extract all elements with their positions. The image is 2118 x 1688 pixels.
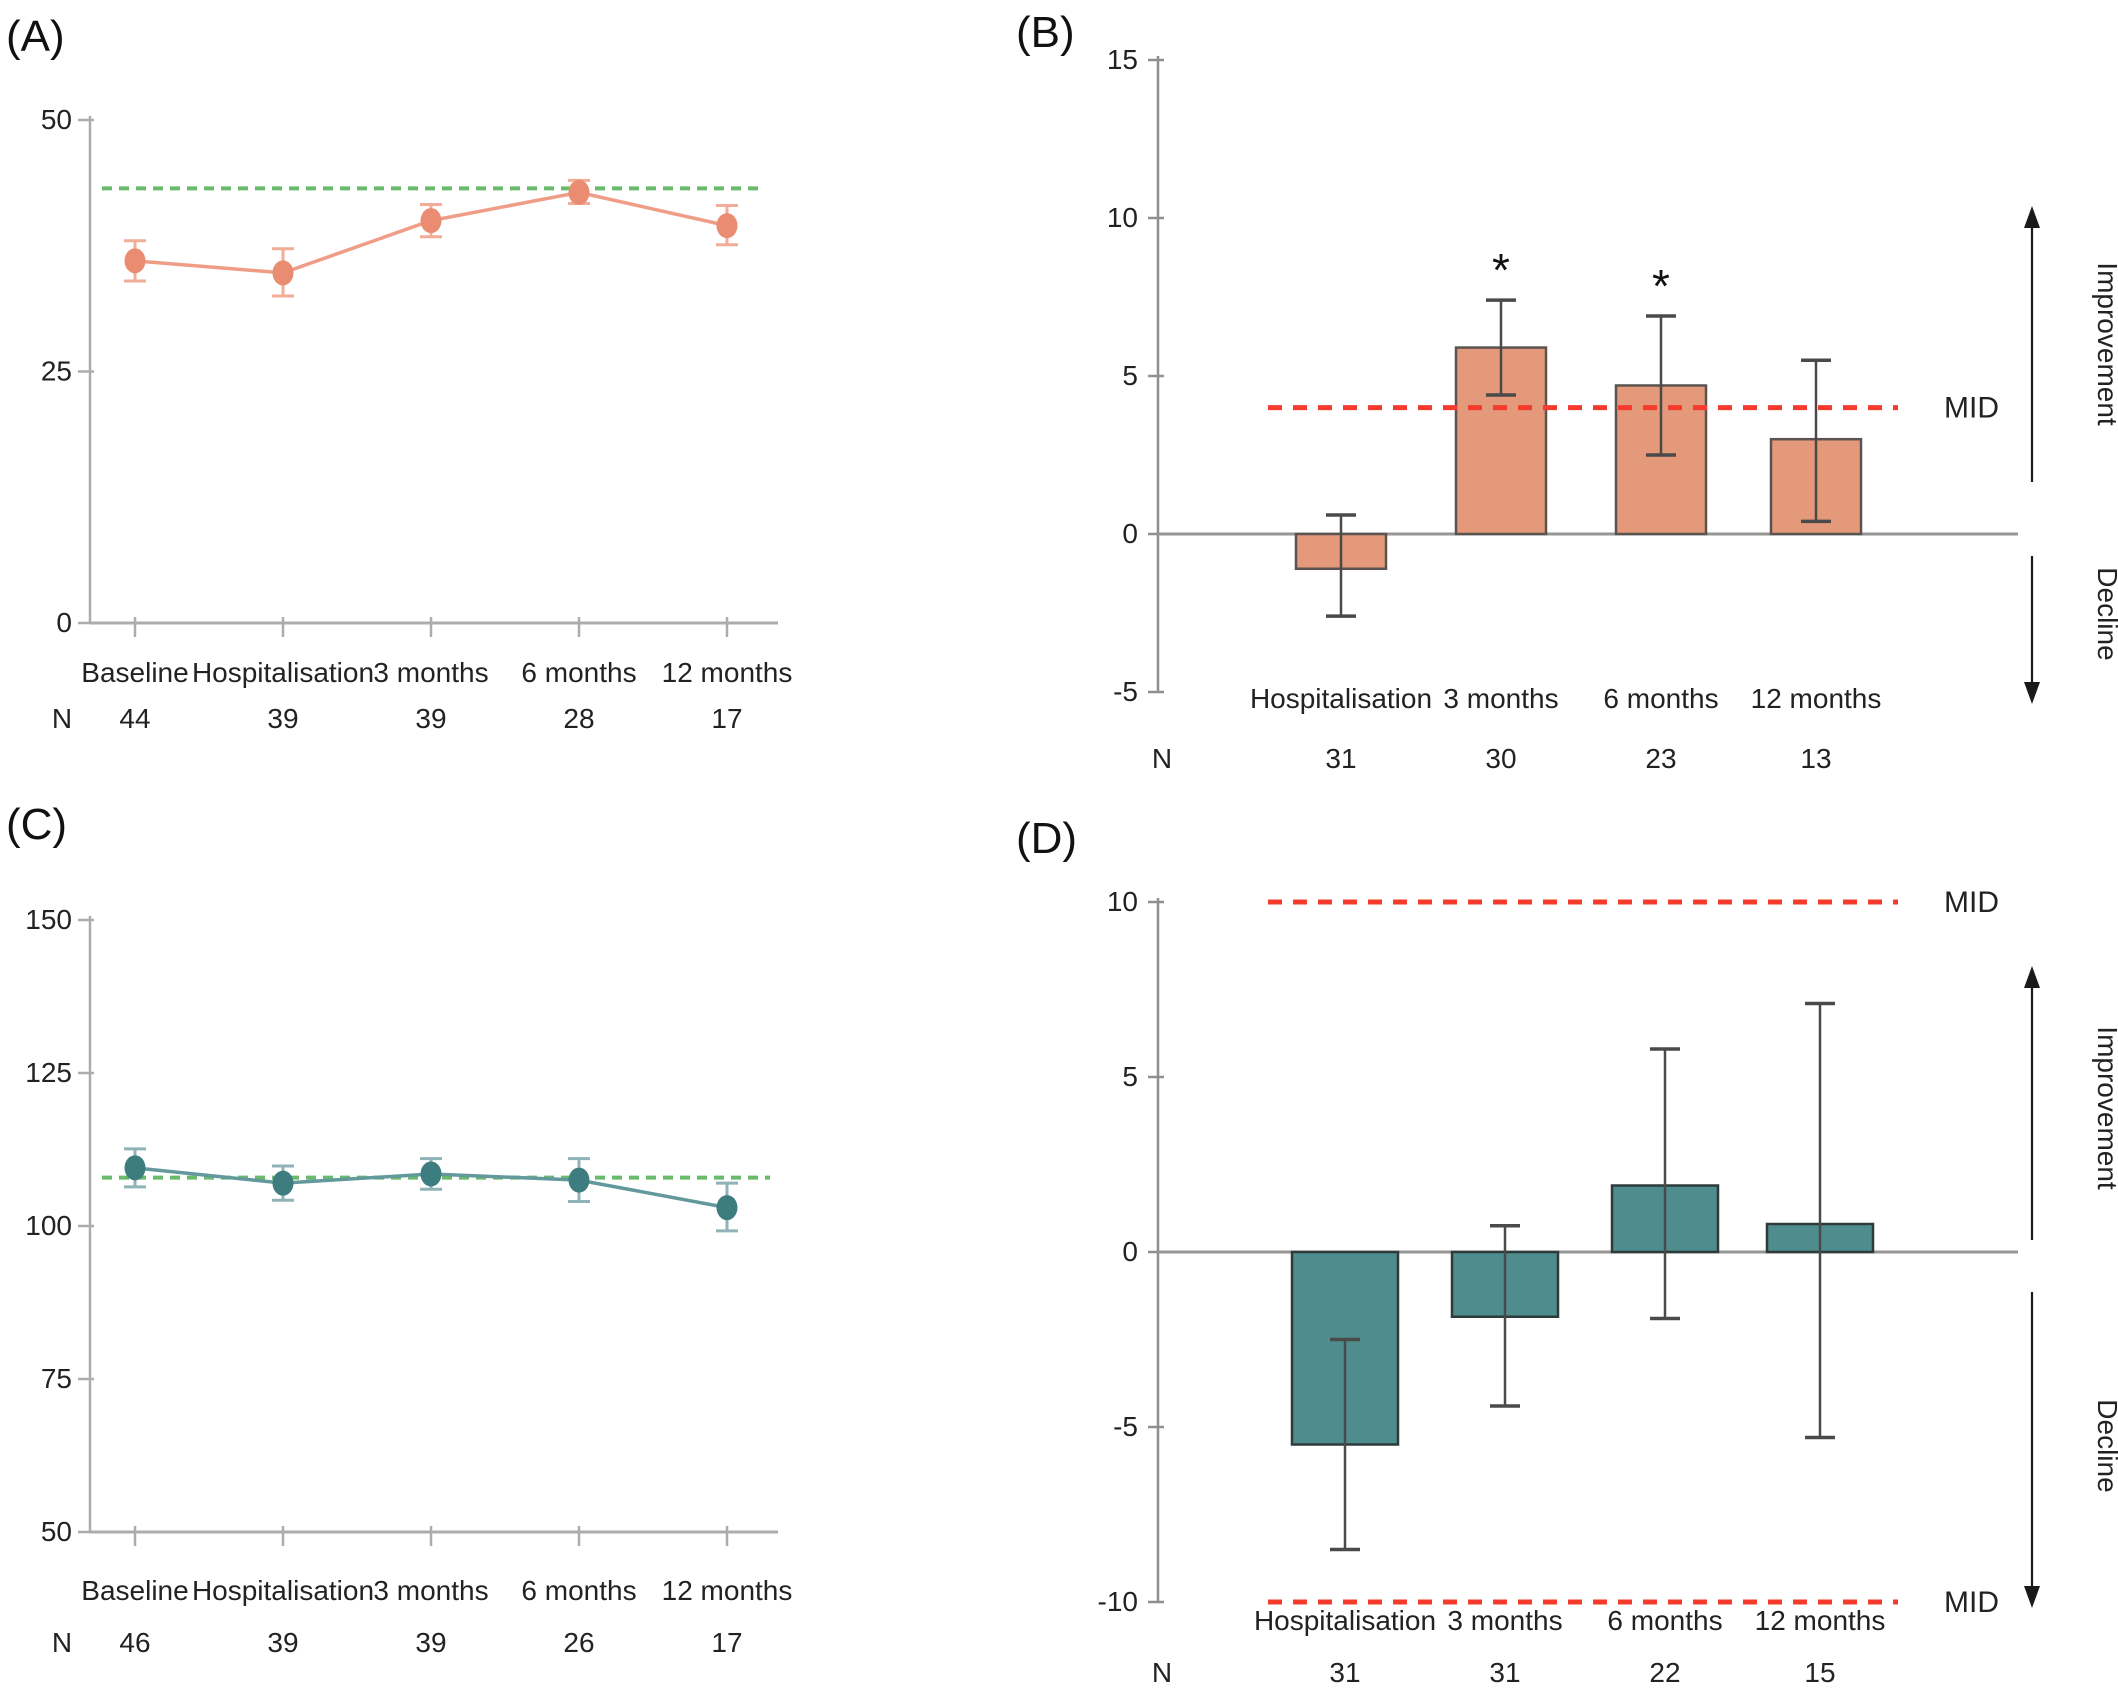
panel-c-y-tick-label: 100 <box>25 1210 72 1241</box>
panel-d-category-label: Hospitalisation <box>1254 1605 1436 1636</box>
panel-a-n-value: 44 <box>119 703 150 734</box>
panel-b-n-row-label: N <box>1152 743 1172 774</box>
panel-a-label: (A) <box>6 12 65 61</box>
panel-a-y-tick-label: 50 <box>41 104 72 135</box>
panel-c-n-value: 46 <box>119 1627 150 1658</box>
panel-d-mid-label: MID <box>1944 1586 1999 1619</box>
panel-b-n-value: 31 <box>1325 743 1356 774</box>
panel-c-category-label: 6 months <box>521 1575 636 1606</box>
panel-c-data-point-3 <box>420 1161 442 1187</box>
panel-d-n-value: 31 <box>1489 1657 1520 1688</box>
panel-b-y-tick-label: -5 <box>1113 676 1138 707</box>
panel-c-n-value: 17 <box>711 1627 742 1658</box>
panel-a-n-value: 39 <box>415 703 446 734</box>
panel-d-y-tick-label: -10 <box>1098 1586 1138 1617</box>
panel-a-category-label: Baseline <box>81 657 188 688</box>
panel-a-category-label: Hospitalisation <box>192 657 374 688</box>
panel-b-decline-label: Decline <box>2092 567 2118 660</box>
panel-b-n-value: 30 <box>1485 743 1516 774</box>
panel-a-data-point-4 <box>568 179 590 205</box>
panel-d-category-label: 3 months <box>1447 1605 1562 1636</box>
panel-c-n-value: 39 <box>267 1627 298 1658</box>
panel-c-category-label: Hospitalisation <box>192 1575 374 1606</box>
panel-d-n-row-label: N <box>1152 1657 1172 1688</box>
panel-d-y-tick-label: 0 <box>1122 1236 1138 1267</box>
panel-c-y-tick-label: 150 <box>25 904 72 935</box>
panel-b-significance-star: * <box>1652 260 1670 312</box>
panel-c-y-tick-label: 75 <box>41 1363 72 1394</box>
panel-b-category-label: 3 months <box>1443 683 1558 714</box>
panel-c-category-label: Baseline <box>81 1575 188 1606</box>
panel-a-data-point-2 <box>272 260 294 286</box>
panel-c-category-label: 12 months <box>662 1575 793 1606</box>
panel-b-significance-star: * <box>1492 244 1510 296</box>
panel-d-category-label: 6 months <box>1607 1605 1722 1636</box>
panel-a-n-value: 39 <box>267 703 298 734</box>
panel-b-n-value: 13 <box>1800 743 1831 774</box>
panel-d-n-value: 22 <box>1649 1657 1680 1688</box>
panel-c-n-row-label: N <box>52 1627 72 1658</box>
panel-c-data-point-5 <box>716 1195 738 1221</box>
panel-b-mid-label: MID <box>1944 392 1999 425</box>
panel-a-n-value: 28 <box>563 703 594 734</box>
panel-c-category-label: 3 months <box>373 1575 488 1606</box>
panel-b-y-tick-label: 15 <box>1107 44 1138 75</box>
panel-c-data-point-2 <box>272 1170 294 1196</box>
panel-a-data-point-5 <box>716 213 738 239</box>
panel-d-label: (D) <box>1016 814 1078 863</box>
panel-a-n-row-label: N <box>52 703 72 734</box>
panel-d-category-label: 12 months <box>1755 1605 1886 1636</box>
panel-d-decline-arrowhead <box>2024 1586 2040 1608</box>
panel-b-improvement-arrowhead <box>2024 206 2040 228</box>
panel-d-improvement-arrowhead <box>2024 966 2040 988</box>
panel-d-improvement-label: Improvement <box>2092 1026 2118 1190</box>
panel-b-y-tick-label: 10 <box>1107 202 1138 233</box>
panel-a-y-tick-label: 25 <box>41 356 72 387</box>
panel-c-data-point-1 <box>124 1155 146 1181</box>
panel-b-decline-arrowhead <box>2024 682 2040 704</box>
panel-a-category-label: 3 months <box>373 657 488 688</box>
panel-d-y-tick-label: -5 <box>1113 1411 1138 1442</box>
panel-b-improvement-label: Improvement <box>2092 262 2118 426</box>
panel-d-n-value: 15 <box>1804 1657 1835 1688</box>
panel-d-mid-label: MID <box>1944 886 1999 919</box>
panel-d-n-value: 31 <box>1329 1657 1360 1688</box>
panel-c-y-tick-label: 125 <box>25 1057 72 1088</box>
panel-c-n-value: 26 <box>563 1627 594 1658</box>
panel-a-data-point-3 <box>420 208 442 234</box>
panel-c-n-value: 39 <box>415 1627 446 1658</box>
panel-b-category-label: 6 months <box>1603 683 1718 714</box>
panel-b-y-tick-label: 5 <box>1122 360 1138 391</box>
panel-a-category-label: 12 months <box>662 657 793 688</box>
panel-b-category-label: Hospitalisation <box>1250 683 1432 714</box>
panel-a-data-point-1 <box>124 248 146 274</box>
panel-d-y-tick-label: 5 <box>1122 1061 1138 1092</box>
panel-a-y-tick-label: 0 <box>56 607 72 638</box>
panel-c-y-tick-label: 50 <box>41 1516 72 1547</box>
panel-d-decline-label: Decline <box>2092 1399 2118 1492</box>
panel-b-label: (B) <box>1016 8 1075 57</box>
panel-a-n-value: 17 <box>711 703 742 734</box>
panel-b-y-tick-label: 0 <box>1122 518 1138 549</box>
panel-a-category-label: 6 months <box>521 657 636 688</box>
panel-c-label: (C) <box>6 800 68 849</box>
panel-b-n-value: 23 <box>1645 743 1676 774</box>
panel-b-category-label: 12 months <box>1751 683 1882 714</box>
panel-d-y-tick-label: 10 <box>1107 886 1138 917</box>
panel-c-data-point-4 <box>568 1167 590 1193</box>
